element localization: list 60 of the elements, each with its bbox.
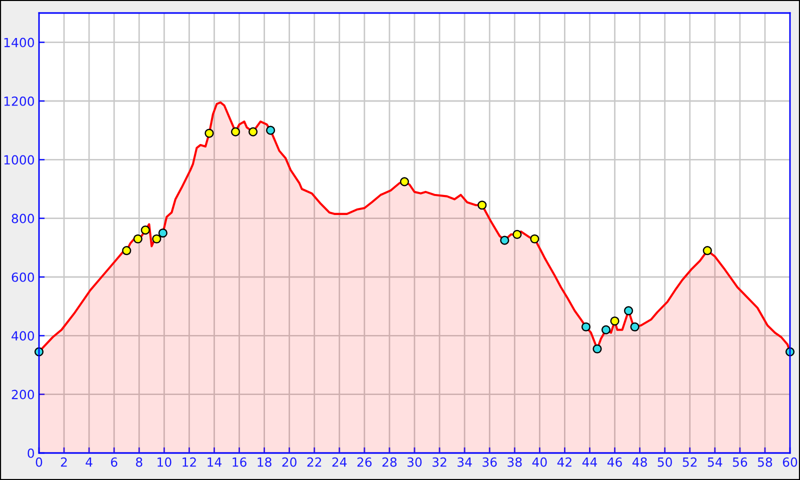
x-tick-label: 6	[110, 457, 118, 467]
x-tick-label: 10	[158, 457, 172, 467]
x-tick-label: 28	[382, 457, 397, 467]
point	[530, 234, 540, 244]
x-tick-label: 42	[557, 457, 572, 467]
y-tick-label: 1000	[4, 155, 34, 165]
x-tick-label: 26	[357, 457, 372, 467]
y-tick-label: 200	[12, 390, 34, 400]
point	[266, 126, 276, 135]
x-tick-label: 18	[258, 457, 272, 467]
y-tick-label: 600	[12, 272, 34, 282]
y-tick-label: 400	[12, 331, 34, 341]
point	[630, 322, 640, 332]
x-tick-label: 36	[482, 457, 497, 467]
point	[601, 325, 611, 334]
point	[592, 344, 602, 354]
point	[248, 127, 258, 136]
x-tick-label: 12	[182, 457, 196, 467]
x-tick-label: 44	[582, 458, 597, 467]
x-tick-label: 56	[732, 457, 748, 467]
y-tick-label: 800	[12, 214, 34, 224]
x-tick-label: 38	[508, 457, 522, 467]
x-tick-label: 30	[408, 457, 422, 467]
x-tick-label: 22	[307, 457, 322, 467]
x-tick-label: 52	[682, 457, 697, 467]
x-tick-label: 24	[332, 457, 347, 467]
x-tick-label: 0	[36, 457, 42, 467]
x-tick-label: 14	[208, 458, 222, 467]
point	[230, 127, 240, 136]
x-tick-label: 34	[458, 457, 472, 467]
point	[624, 306, 634, 316]
point	[122, 246, 132, 256]
x-tick-label: 2	[60, 457, 67, 467]
point	[512, 230, 522, 240]
y-tick-label: 0	[28, 448, 34, 458]
point	[152, 234, 162, 244]
x-tick-label: 60	[782, 457, 798, 467]
point	[204, 128, 214, 138]
x-tick-label: 32	[432, 457, 446, 467]
point	[610, 316, 620, 326]
point	[478, 200, 487, 210]
x-tick-label: 50	[658, 457, 672, 467]
x-tick-label: 8	[136, 457, 142, 467]
y-tick-label: 1400	[4, 38, 34, 48]
x-tick-label: 20	[282, 457, 296, 467]
x-tick-label: 16	[232, 457, 246, 467]
point	[140, 226, 150, 235]
point	[133, 234, 142, 244]
y-tick-label: 1200	[4, 96, 34, 106]
point	[500, 236, 510, 245]
x-tick-label: 58	[758, 457, 772, 467]
x-tick-label: 48	[632, 457, 647, 467]
x-tick-label: 46	[607, 457, 622, 467]
point	[400, 177, 410, 186]
x-tick-label: 54	[708, 458, 722, 467]
point	[581, 322, 591, 332]
point	[702, 246, 712, 256]
x-tick-label: 40	[532, 457, 547, 467]
point	[158, 228, 168, 238]
x-tick-label: 4	[86, 458, 92, 467]
